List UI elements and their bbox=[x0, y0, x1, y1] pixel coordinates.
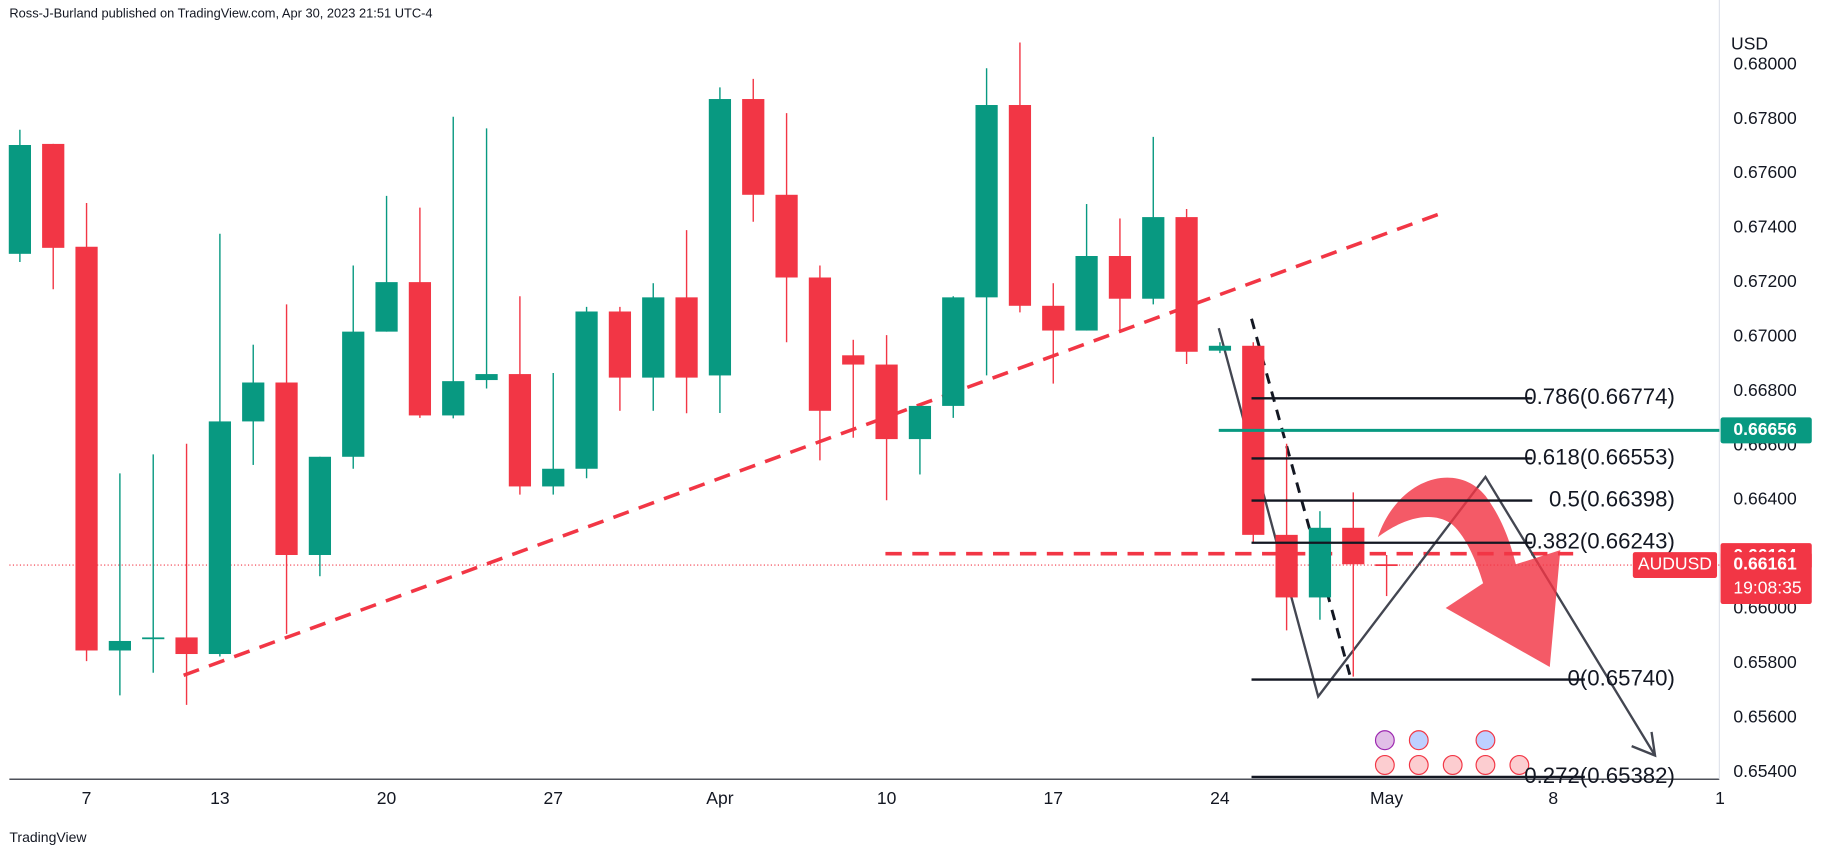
event-icon bbox=[1475, 754, 1496, 776]
candle-body bbox=[175, 637, 198, 655]
fib-label: 0.5(0.66398) bbox=[1549, 486, 1675, 511]
x-tick-label: May bbox=[1370, 788, 1403, 808]
x-tick-label: 24 bbox=[1210, 788, 1230, 808]
candle-body bbox=[1108, 256, 1132, 299]
candle-body bbox=[375, 282, 398, 332]
candle-body bbox=[1042, 305, 1065, 331]
candle-body bbox=[908, 405, 932, 440]
event-icon bbox=[1442, 754, 1463, 776]
candle-body bbox=[542, 468, 565, 487]
candle-body bbox=[1142, 217, 1165, 299]
candle-body bbox=[875, 364, 898, 440]
x-tick-label: 27 bbox=[543, 788, 563, 808]
candle-body bbox=[775, 194, 798, 278]
y-tick-label: 0.67200 bbox=[1733, 271, 1797, 291]
candle-body bbox=[808, 277, 832, 411]
candle-body bbox=[1308, 527, 1332, 598]
candle-body bbox=[142, 637, 165, 640]
candle-body bbox=[8, 145, 31, 254]
y-tick-label: 0.68000 bbox=[1733, 53, 1797, 73]
forecast-arrow bbox=[1377, 477, 1561, 668]
y-tick-label: 0.67000 bbox=[1733, 325, 1797, 345]
y-tick-label: 0.65400 bbox=[1733, 761, 1797, 781]
candle-body bbox=[1375, 564, 1398, 567]
candle-body bbox=[1175, 217, 1198, 352]
x-tick-label: Apr bbox=[706, 788, 733, 808]
fib-label: 0.272(0.65382) bbox=[1524, 763, 1675, 788]
price-tag-label: 0.66656 bbox=[1733, 419, 1797, 439]
price-tag bbox=[1720, 417, 1812, 444]
y-tick-label: 0.65800 bbox=[1733, 652, 1797, 672]
candle-body bbox=[275, 382, 298, 555]
event-icon bbox=[1408, 754, 1429, 776]
dashed-line bbox=[1250, 318, 1353, 680]
candle-body bbox=[42, 143, 65, 248]
event-icon bbox=[1509, 754, 1530, 776]
candle-body bbox=[942, 297, 965, 406]
candle-body bbox=[342, 331, 365, 457]
event-icon bbox=[1475, 730, 1496, 751]
candle-body bbox=[242, 382, 265, 422]
event-icon bbox=[1374, 754, 1395, 776]
candle-body bbox=[742, 99, 765, 195]
candle-body bbox=[475, 374, 498, 381]
y-tick-label: 0.67400 bbox=[1733, 217, 1797, 237]
y-tick-label: 0.67600 bbox=[1733, 162, 1797, 182]
candle-body bbox=[108, 640, 131, 651]
candle-body bbox=[1208, 345, 1232, 351]
candle-body bbox=[575, 311, 598, 469]
candle-body bbox=[208, 421, 232, 655]
candle-body bbox=[1275, 534, 1298, 598]
trend-line bbox=[183, 210, 1444, 677]
fib-label: 0.382(0.66243) bbox=[1524, 529, 1675, 554]
x-tick-label: 1 bbox=[1715, 788, 1725, 808]
candle-body bbox=[75, 246, 98, 651]
candle-body bbox=[1342, 527, 1365, 565]
x-tick-label: 20 bbox=[377, 788, 397, 808]
event-icon bbox=[1374, 730, 1395, 751]
header: Ross-J-Burland published on TradingView.… bbox=[9, 6, 432, 21]
fib-label: 0.618(0.66553) bbox=[1524, 444, 1675, 469]
countdown-label: 19:08:35 bbox=[1733, 577, 1801, 597]
symbol-tag bbox=[1632, 552, 1718, 579]
event-icon bbox=[1408, 730, 1429, 751]
candle-body bbox=[642, 297, 665, 378]
x-tick-label: 13 bbox=[210, 788, 230, 808]
candle-body bbox=[1075, 256, 1098, 331]
projection-path bbox=[1217, 327, 1657, 757]
fib-label: 0.786(0.66774) bbox=[1524, 384, 1675, 409]
x-tick-label: 7 bbox=[82, 788, 92, 808]
price-tag bbox=[1720, 552, 1812, 605]
fib-label: 0(0.65740) bbox=[1567, 665, 1674, 690]
x-tick-label: 17 bbox=[1044, 788, 1064, 808]
price-tag-label: 0.66161 bbox=[1733, 554, 1797, 574]
candle-body bbox=[1008, 105, 1032, 306]
candle-body bbox=[608, 311, 632, 378]
candle-body bbox=[675, 297, 698, 378]
y-axis-label: USD bbox=[1731, 33, 1768, 53]
candle-body bbox=[508, 374, 532, 487]
footer-logo: TradingView bbox=[9, 829, 87, 845]
candle-body bbox=[1242, 345, 1265, 535]
projection-arrowhead bbox=[1631, 731, 1657, 758]
y-tick-label: 0.65600 bbox=[1733, 706, 1797, 726]
y-tick-label: 0.66800 bbox=[1733, 380, 1797, 400]
candle-body bbox=[442, 381, 465, 416]
candle-body bbox=[842, 355, 865, 365]
candle-body bbox=[975, 105, 998, 298]
x-tick-label: 10 bbox=[877, 788, 897, 808]
y-tick-label: 0.66400 bbox=[1733, 489, 1797, 509]
candle-body bbox=[708, 99, 732, 376]
symbol-label: AUDUSD bbox=[1638, 554, 1712, 574]
y-tick-label: 0.67800 bbox=[1733, 108, 1797, 128]
x-tick-label: 8 bbox=[1548, 788, 1558, 808]
candle-body bbox=[308, 456, 332, 555]
event-icons bbox=[1374, 730, 1530, 776]
candle-body bbox=[408, 282, 432, 416]
